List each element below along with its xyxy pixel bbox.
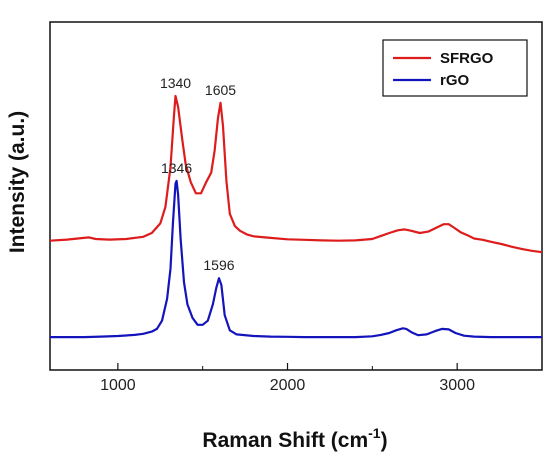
- x-axis-title: Raman Shift (cm-1): [202, 425, 387, 452]
- legend: SFRGO rGO: [382, 39, 528, 97]
- x-tick-label: 3000: [439, 377, 475, 394]
- plot-frame: [49, 21, 543, 371]
- legend-label-sfrgo: SFRGO: [440, 50, 494, 67]
- x-axis-title-end: ): [381, 429, 388, 452]
- axes-layer: 1000 2000 3000: [49, 21, 543, 394]
- peak-label: 1605: [205, 82, 236, 98]
- peak-label: 1340: [160, 75, 191, 91]
- series-layer: [49, 94, 543, 339]
- x-tick-label: 1000: [100, 377, 136, 394]
- x-tick-label: 2000: [270, 377, 306, 394]
- series-line-sfrgo: [49, 94, 543, 254]
- peak-label: 1596: [203, 257, 234, 273]
- annotation-layer: 1340 1605 1346 1596: [160, 75, 236, 273]
- series-line-rgo: [50, 179, 542, 339]
- x-axis-title-superscript: -1: [368, 425, 381, 441]
- legend-label-rgo: rGO: [440, 72, 470, 89]
- peak-label: 1346: [161, 160, 192, 176]
- legend-box: [382, 39, 528, 97]
- x-axis-title-main: Raman Shift (cm: [202, 429, 368, 452]
- y-axis-title: Intensity (a.u.): [6, 111, 29, 253]
